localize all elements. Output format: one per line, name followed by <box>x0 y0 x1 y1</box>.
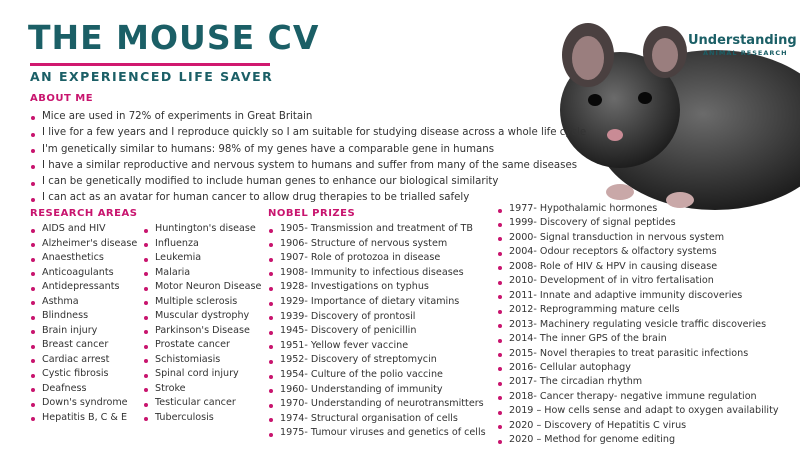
list-item: 1975- Tumour viruses and genetics of cel… <box>268 426 486 441</box>
list-item: 1977- Hypothalamic hormones <box>497 202 779 216</box>
list-item: Cystic fibrosis <box>30 367 137 382</box>
list-item: Testicular cancer <box>143 396 261 411</box>
list-item: Stroke <box>143 382 261 397</box>
list-item: 1906- Structure of nervous system <box>268 237 486 252</box>
list-item: 1960- Understanding of immunity <box>268 383 486 398</box>
list-item: Spinal cord injury <box>143 367 261 382</box>
list-item: 2019 – How cells sense and adapt to oxyg… <box>497 404 779 418</box>
list-item: AIDS and HIV <box>30 222 137 237</box>
list-item: 1999- Discovery of signal peptides <box>497 216 779 230</box>
subtitle: AN EXPERIENCED LIFE SAVER <box>30 69 274 84</box>
list-item: 1905- Transmission and treatment of TB <box>268 222 486 237</box>
list-item: Muscular dystrophy <box>143 309 261 324</box>
list-item: Deafness <box>30 382 137 397</box>
list-item: Cardiac arrest <box>30 353 137 368</box>
list-item: 1939- Discovery of prontosil <box>268 310 486 325</box>
list-item: 2014- The inner GPS of the brain <box>497 332 779 346</box>
list-item: 1952- Discovery of streptomycin <box>268 353 486 368</box>
nobel-list: 1905- Transmission and treatment of TB 19… <box>268 222 486 441</box>
list-item: Anaesthetics <box>30 251 137 266</box>
list-item: 2004- Odour receptors & olfactory system… <box>497 245 779 259</box>
list-item: I can act as an avatar for human cancer … <box>30 190 586 206</box>
about-list: Mice are used in 72% of experiments in G… <box>30 109 586 207</box>
list-item: Schistomiasis <box>143 353 261 368</box>
list-item: 2017- The circadian rhythm <box>497 375 779 389</box>
list-item: Anticoagulants <box>30 266 137 281</box>
list-item: 1928- Investigations on typhus <box>268 280 486 295</box>
list-item: Alzheimer's disease <box>30 237 137 252</box>
list-item: I have a similar reproductive and nervou… <box>30 158 586 174</box>
list-item: Prostate cancer <box>143 338 261 353</box>
section-heading: RESEARCH AREAS <box>30 208 138 219</box>
list-item: I live for a few years and I reproduce q… <box>30 125 586 141</box>
logo-text: Understanding <box>688 33 797 48</box>
list-item: Blindness <box>30 309 137 324</box>
research-list: AIDS and HIV Alzheimer's disease Anaesthet… <box>30 222 137 425</box>
mouse-photo <box>560 23 800 210</box>
list-item: Influenza <box>143 237 261 252</box>
section-heading: ABOUT ME <box>30 93 94 104</box>
list-item: 2008- Role of HIV & HPV in causing disea… <box>497 260 779 274</box>
list-item: 2016- Cellular autophagy <box>497 361 779 375</box>
list-item: Malaria <box>143 266 261 281</box>
list-item: 2011- Innate and adaptive immunity disco… <box>497 289 779 303</box>
list-item: 1945- Discovery of penicillin <box>268 324 486 339</box>
list-item: 2020 – Discovery of Hepatitis C virus <box>497 419 779 433</box>
nobel-list: 1977- Hypothalamic hormones 1999- Discove… <box>497 202 779 448</box>
list-item: 2013- Machinery regulating vesicle traff… <box>497 318 779 332</box>
list-item: 2020 – Method for genome editing <box>497 433 779 447</box>
title: THE MOUSE CV <box>28 18 320 57</box>
logo-subtext: ANIMAL RESEARCH <box>703 49 788 57</box>
list-item: Multiple sclerosis <box>143 295 261 310</box>
list-item: Antidepressants <box>30 280 137 295</box>
list-item: 1929- Importance of dietary vitamins <box>268 295 486 310</box>
list-item: 1974- Structural organisation of cells <box>268 412 486 427</box>
list-item: I'm genetically similar to humans: 98% o… <box>30 142 586 158</box>
list-item: Huntington's disease <box>143 222 261 237</box>
list-item: 1908- Immunity to infectious diseases <box>268 266 486 281</box>
list-item: Motor Neuron Disease <box>143 280 261 295</box>
list-item: Mice are used in 72% of experiments in G… <box>30 109 586 125</box>
list-item: 1970- Understanding of neurotransmitters <box>268 397 486 412</box>
list-item: 2000- Signal transduction in nervous sys… <box>497 231 779 245</box>
list-item: 2018- Cancer therapy- negative immune re… <box>497 390 779 404</box>
list-item: Tuberculosis <box>143 411 261 426</box>
section-heading: NOBEL PRIZES <box>268 208 356 219</box>
list-item: Leukemia <box>143 251 261 266</box>
list-item: 2012- Reprogramming mature cells <box>497 303 779 317</box>
list-item: 2015- Novel therapies to treat parasitic… <box>497 347 779 361</box>
list-item: 1951- Yellow fever vaccine <box>268 339 486 354</box>
list-item: Asthma <box>30 295 137 310</box>
list-item: Brain injury <box>30 324 137 339</box>
list-item: Breast cancer <box>30 338 137 353</box>
title-rule <box>30 63 270 66</box>
list-item: Down's syndrome <box>30 396 137 411</box>
list-item: 1954- Culture of the polio vaccine <box>268 368 486 383</box>
list-item: Hepatitis B, C & E <box>30 411 137 426</box>
research-list: Huntington's disease Influenza Leukemia Mal… <box>143 222 261 425</box>
list-item: 2010- Development of in vitro fertalisat… <box>497 274 779 288</box>
list-item: 1907- Role of protozoa in disease <box>268 251 486 266</box>
list-item: Parkinson's Disease <box>143 324 261 339</box>
list-item: I can be genetically modified to include… <box>30 174 586 190</box>
